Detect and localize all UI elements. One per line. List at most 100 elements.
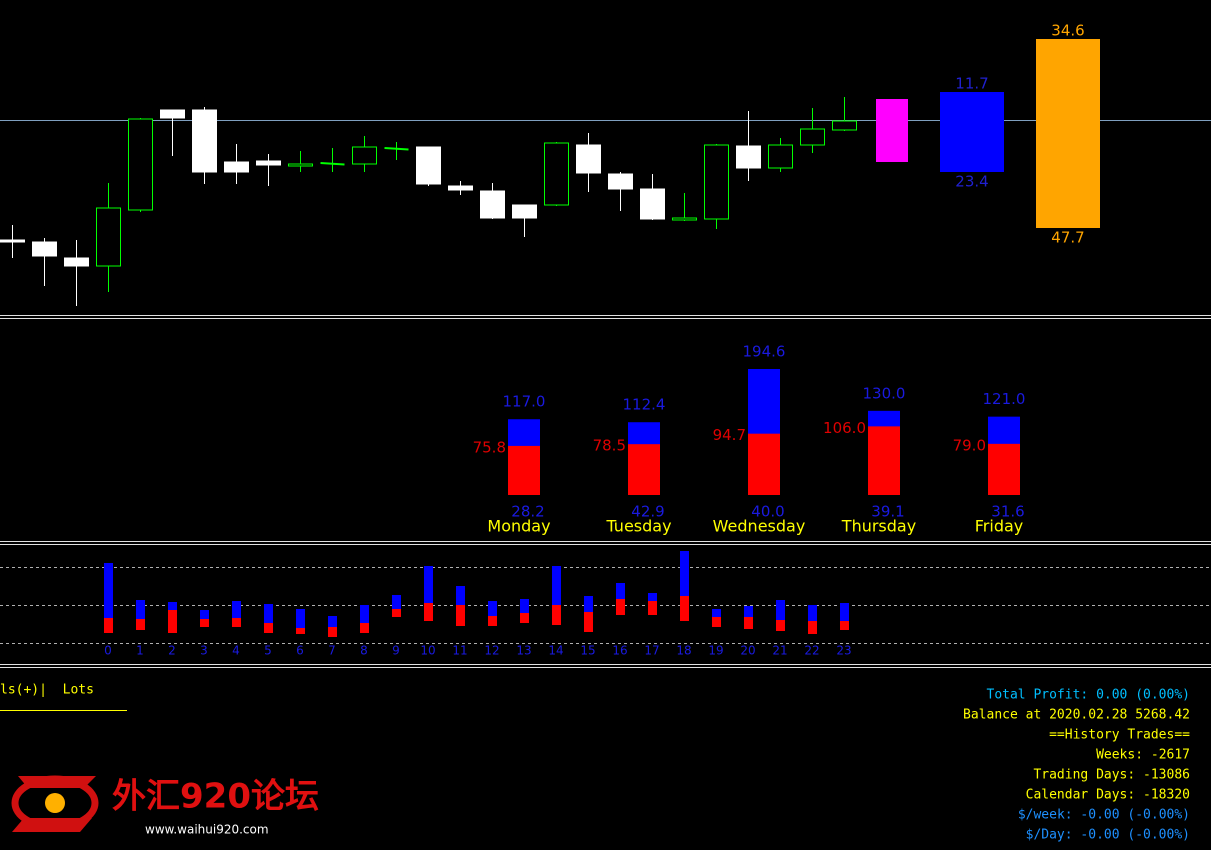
candle-body [800, 128, 825, 146]
hour-down-bar [104, 618, 113, 633]
stat-line: Calendar Days: -18320 [1026, 788, 1190, 803]
candle-body [224, 161, 249, 173]
hour-down-bar [552, 605, 561, 625]
hour-down-bar [648, 601, 657, 615]
weekday-name: Friday [975, 517, 1024, 536]
weekday-red-bar [508, 445, 540, 495]
hour-up-bar [264, 604, 273, 623]
hour-label: 22 [804, 644, 819, 658]
hour-label: 17 [644, 644, 659, 658]
candle-body [32, 241, 57, 257]
range-bottom-label: 23.4 [955, 173, 988, 191]
candle-body [96, 207, 121, 267]
hour-down-bar [840, 621, 849, 630]
hour-label: 14 [548, 644, 563, 658]
candle-body [160, 109, 185, 119]
candle-body [768, 144, 793, 169]
hour-label: 20 [740, 644, 755, 658]
weekday-low-label: 42.9 [631, 503, 664, 521]
hour-up-bar [328, 616, 337, 627]
hour-down-bar [360, 623, 369, 633]
hour-down-bar [264, 623, 273, 633]
hour-up-bar [296, 609, 305, 628]
lots-header: ls(+)| Lots [0, 683, 94, 698]
hour-down-bar [296, 628, 305, 634]
hour-up-bar [456, 586, 465, 605]
hour-up-bar [552, 566, 561, 605]
candle-body [608, 173, 633, 190]
range-bottom-label: 47.7 [1051, 229, 1084, 247]
site-name: 外汇920论坛 [112, 777, 319, 817]
candle-body [64, 257, 89, 267]
hour-up-bar [680, 551, 689, 596]
hour-label: 2 [168, 644, 176, 658]
hour-label: 3 [200, 644, 208, 658]
weekday-total-label: 130.0 [863, 384, 906, 402]
hour-down-bar [680, 596, 689, 621]
hour-label: 13 [516, 644, 531, 658]
weekday-low-label: 39.1 [871, 503, 904, 521]
hour-down-bar [136, 619, 145, 630]
range-top-label: 34.6 [1051, 22, 1084, 40]
weekday-red-label: 79.0 [953, 436, 986, 454]
weekday-total-label: 121.0 [983, 390, 1026, 408]
logo: 外汇920论坛 www.waihui920.com [11, 775, 319, 837]
stat-line: $/week: -0.00 (-0.00%) [1018, 808, 1190, 823]
hour-up-bar [616, 583, 625, 599]
hour-label: 21 [772, 644, 787, 658]
weekday-red-bar [988, 443, 1020, 495]
candle-body [256, 160, 281, 166]
hour-label: 23 [836, 644, 851, 658]
hour-up-bar [808, 605, 817, 621]
candle-body [544, 142, 569, 206]
hour-label: 11 [452, 644, 467, 658]
hour-down-bar [424, 603, 433, 621]
hour-up-bar [744, 606, 753, 617]
stat-line: Trading Days: -13086 [1033, 768, 1190, 783]
hour-label: 18 [676, 644, 691, 658]
weekday-name: Thursday [841, 517, 916, 536]
weekday-low-label: 31.6 [991, 503, 1024, 521]
candle-body [192, 109, 217, 173]
hour-up-bar [520, 599, 529, 613]
hour-down-bar [520, 613, 529, 623]
hour-down-bar [168, 610, 177, 633]
candle-body [576, 144, 601, 174]
candle-body [832, 120, 857, 131]
hour-up-bar [232, 601, 241, 618]
logo-z [12, 776, 96, 832]
stat-line: Weeks: -2617 [1096, 748, 1190, 763]
weekday-name: Tuesday [605, 517, 671, 536]
candle-body [448, 185, 473, 191]
hour-up-bar [584, 596, 593, 612]
candle-body [384, 147, 409, 151]
weekday-red-bar [748, 433, 780, 495]
candle-body [704, 144, 729, 220]
hour-down-bar [744, 617, 753, 629]
candle-body [480, 190, 505, 219]
hour-up-bar [104, 563, 113, 618]
weekday-red-bar [628, 444, 660, 495]
hour-up-bar [392, 595, 401, 609]
hour-label: 0 [104, 644, 112, 658]
weekday-red-label: 94.7 [713, 426, 746, 444]
hour-up-bar [648, 593, 657, 601]
hour-up-bar [168, 602, 177, 610]
hour-down-bar [200, 619, 209, 627]
hour-up-bar [424, 566, 433, 603]
hour-label: 10 [420, 644, 435, 658]
hour-label: 7 [328, 644, 336, 658]
candle-body [416, 146, 441, 185]
hour-down-bar [584, 612, 593, 632]
weekday-red-label: 78.5 [593, 437, 626, 455]
hour-label: 19 [708, 644, 723, 658]
range-box [1036, 39, 1100, 228]
stat-line: ==History Trades== [1049, 728, 1190, 743]
candle-body [352, 146, 377, 165]
candle-body [288, 163, 313, 167]
candle-body [512, 204, 537, 219]
site-url: www.waihui920.com [145, 823, 269, 837]
hour-label: 15 [580, 644, 595, 658]
weekday-total-label: 112.4 [623, 396, 666, 414]
hour-up-bar [840, 603, 849, 621]
